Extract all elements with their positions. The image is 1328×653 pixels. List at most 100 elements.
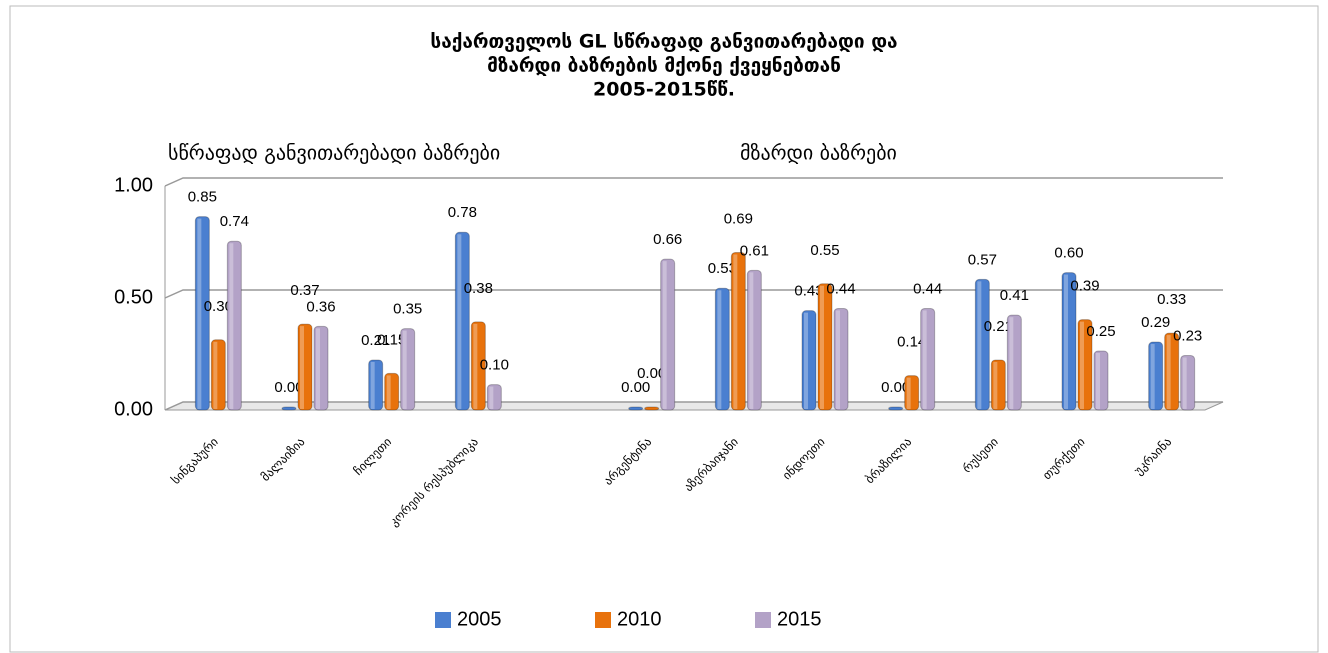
- legend-swatch: [595, 612, 611, 628]
- data-label: 0.85: [188, 189, 217, 206]
- bar: [454, 231, 470, 411]
- y-tick-label: 0.50: [114, 286, 153, 308]
- bar: [833, 307, 849, 411]
- bar: [470, 321, 486, 411]
- bar-face: [920, 307, 936, 411]
- bar: [1164, 332, 1180, 411]
- bar-face: [817, 283, 833, 411]
- bar-face: [297, 323, 313, 411]
- bar-face: [300, 326, 304, 409]
- bar-face: [400, 328, 416, 411]
- bar: [384, 372, 400, 411]
- data-label: 0.14: [897, 334, 926, 351]
- bar: [194, 216, 210, 411]
- legend-label: 2005: [457, 608, 502, 630]
- bar: [1148, 341, 1164, 411]
- bar-face: [1061, 272, 1077, 411]
- bar-face: [313, 325, 329, 411]
- bar-face: [1164, 332, 1180, 411]
- bar-face: [213, 341, 218, 409]
- bar-face: [197, 218, 202, 409]
- grid-line: [164, 401, 1223, 411]
- data-label: 0.33: [1157, 291, 1186, 308]
- bar-face: [281, 406, 297, 411]
- bar: [660, 258, 676, 411]
- data-label: 0.55: [810, 242, 839, 259]
- annotation: მზარდი ბაზრები: [740, 141, 897, 165]
- bar-face: [990, 359, 1006, 411]
- bar-face: [662, 261, 667, 409]
- bar: [1061, 272, 1077, 411]
- y-tick-label: 0.00: [114, 398, 153, 420]
- bar: [400, 328, 416, 411]
- data-label: 0.53: [708, 260, 737, 277]
- bar: [644, 406, 660, 411]
- data-label: 0.60: [1054, 245, 1083, 262]
- data-label: 0.30: [204, 298, 233, 315]
- bar-face: [1077, 319, 1093, 411]
- bar-face: [370, 361, 375, 409]
- bar-face: [977, 281, 982, 409]
- bar-face: [888, 406, 904, 411]
- bar: [730, 251, 746, 411]
- bar: [210, 339, 226, 411]
- bar: [714, 287, 730, 411]
- bar: [1006, 314, 1022, 411]
- annotation: სწრაფად განვითარებადი ბაზრები: [168, 141, 500, 165]
- bar: [486, 384, 502, 411]
- bar: [1180, 354, 1196, 411]
- y-tick-label: 1.00: [114, 174, 153, 196]
- legend-label: 2015: [777, 608, 822, 630]
- bar: [920, 307, 936, 411]
- legend-label: 2010: [617, 608, 662, 630]
- bar-face: [457, 234, 462, 409]
- data-label: 0.00: [637, 365, 666, 382]
- bar-face: [473, 323, 478, 409]
- data-label: 0.21: [984, 318, 1013, 335]
- data-label: 0.35: [393, 301, 422, 318]
- bar-face: [454, 231, 470, 411]
- bar-face: [904, 375, 920, 411]
- chart-title: საქართველოს GL სწრაფად განვითარებადი და: [430, 31, 897, 53]
- data-label: 0.36: [306, 298, 335, 315]
- data-label: 0.44: [826, 280, 855, 297]
- bar-face: [1166, 335, 1171, 409]
- bar-face: [470, 321, 486, 411]
- bar-face: [993, 361, 998, 409]
- bar-face: [229, 243, 234, 409]
- bar: [226, 240, 242, 411]
- bar-face: [210, 339, 226, 411]
- bar: [1077, 319, 1093, 411]
- grid-line: [164, 177, 1223, 187]
- bar-face: [1182, 357, 1187, 409]
- bar-face: [730, 251, 746, 411]
- bar: [1093, 350, 1109, 411]
- bar: [628, 406, 644, 411]
- bar: [888, 406, 904, 411]
- bar-face: [316, 328, 320, 409]
- data-label: 0.66: [653, 231, 682, 248]
- bar-face: [628, 406, 644, 411]
- data-label: 0.41: [1000, 287, 1029, 304]
- bar-face: [1064, 274, 1068, 409]
- bar-face: [1093, 350, 1109, 411]
- bar-face: [1150, 344, 1155, 409]
- bar-face: [714, 287, 730, 411]
- data-label: 0.10: [480, 357, 509, 374]
- bar-face: [906, 377, 911, 409]
- bar-face: [733, 254, 738, 409]
- bar-face: [489, 386, 494, 409]
- bar-face: [194, 216, 210, 411]
- chart-title: მზარდი ბაზრების მქონე ქვეყნებთან: [487, 55, 841, 77]
- legend-swatch: [755, 612, 771, 628]
- bar-face: [486, 384, 502, 411]
- data-label: 0.39: [1070, 278, 1099, 295]
- data-label: 0.00: [274, 379, 303, 396]
- bar-face: [660, 258, 676, 411]
- data-label: 0.25: [1086, 323, 1115, 340]
- bar-face: [974, 278, 990, 411]
- data-label: 0.69: [724, 210, 753, 227]
- bar-face: [1180, 354, 1196, 411]
- data-label: 0.61: [740, 242, 769, 259]
- bar-face: [1006, 314, 1022, 411]
